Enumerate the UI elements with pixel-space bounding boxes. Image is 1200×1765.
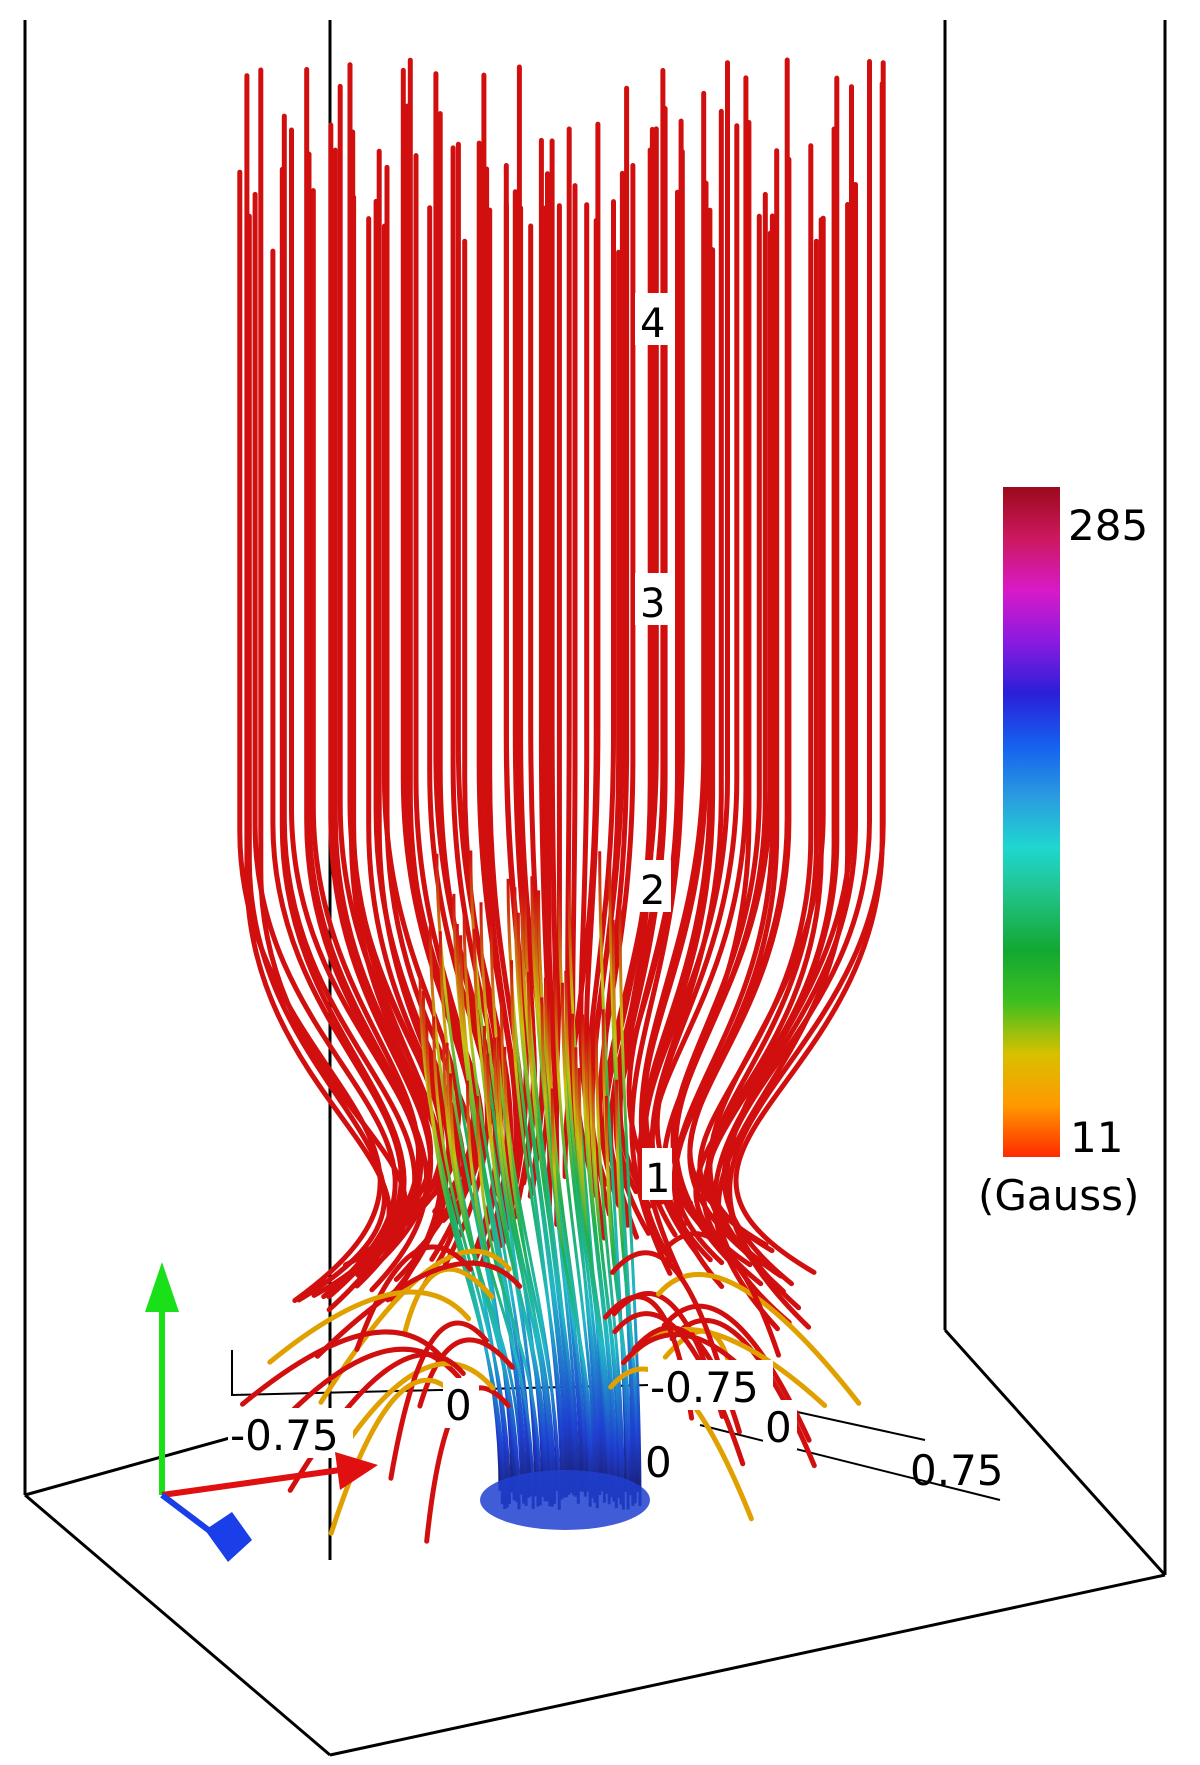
field-line-core xyxy=(493,1037,554,1507)
field-line-core xyxy=(476,1096,542,1506)
field-line-core xyxy=(577,1067,613,1498)
flux-tube-footpoint xyxy=(480,1470,650,1530)
field-line-loop xyxy=(354,1244,473,1352)
tick-right-axis-zero: 0 xyxy=(645,1438,672,1487)
field-line-loop xyxy=(402,1266,495,1336)
field-line-core xyxy=(611,919,637,1504)
height-label-4: 4 xyxy=(640,301,665,347)
colorbar-scale xyxy=(1003,487,1060,1157)
field-line-outer xyxy=(673,148,780,1266)
height-labels: 4 3 2 1 xyxy=(635,293,672,1202)
field-line-core xyxy=(455,923,528,1506)
tick-box-right-1 xyxy=(643,1435,677,1485)
field-line-loop xyxy=(657,1231,781,1358)
field-line-outer xyxy=(733,81,885,1275)
field-line-outer xyxy=(407,57,477,1237)
field-line-loop xyxy=(240,1329,446,1407)
field-line-core xyxy=(557,886,599,1509)
field-line-loop xyxy=(388,1320,489,1481)
field-line-core xyxy=(496,1036,557,1504)
field-line-outer xyxy=(693,217,824,1268)
tick-box-left-1 xyxy=(228,1408,353,1458)
height-label-box-2 xyxy=(635,860,671,912)
field-line-core xyxy=(550,1088,594,1499)
axis-tick-labels: -0.75 0 -0.75 0 0 0.75 xyxy=(228,1360,1004,1495)
tick-box-back-1 xyxy=(648,1360,773,1410)
field-line-core xyxy=(554,975,597,1503)
orientation-triad xyxy=(145,1262,378,1562)
domain-box xyxy=(23,20,1167,1757)
box-edge-bottom-right xyxy=(329,1573,1166,1757)
field-line-outer xyxy=(310,188,421,1280)
field-line-outer xyxy=(586,199,616,1181)
field-line-core xyxy=(503,1046,561,1510)
field-line-core xyxy=(466,1080,535,1510)
field-line-outer xyxy=(500,163,529,1247)
axis-line-front xyxy=(699,1424,1001,1501)
x-axis-arrow-icon xyxy=(161,1452,378,1498)
field-line-core xyxy=(527,972,578,1497)
field-line-outer xyxy=(270,248,404,1300)
field-line-core xyxy=(618,903,642,1507)
field-line-outer xyxy=(707,215,826,1294)
box-edge-bottom-left xyxy=(943,1328,1167,1577)
field-line-core xyxy=(438,931,516,1501)
field-line-loop xyxy=(340,1361,496,1452)
field-line-outer xyxy=(304,67,430,1293)
field-line-loop xyxy=(610,1250,727,1385)
colorbar-max-label: 285 xyxy=(1068,501,1148,550)
y-axis-arrow-icon xyxy=(145,1262,179,1495)
field-line-core xyxy=(564,970,604,1492)
height-label-box-4 xyxy=(635,293,671,345)
height-label-box-1 xyxy=(642,1148,672,1200)
box-edge-bottom-front xyxy=(24,1493,331,1757)
field-line-core xyxy=(459,935,530,1498)
field-line-outer xyxy=(350,129,452,1231)
height-label-box-3 xyxy=(635,573,671,625)
field-line-core xyxy=(510,960,566,1498)
tick-back-axis-zero: 0 xyxy=(765,1403,792,1452)
field-line-core xyxy=(560,982,602,1496)
magnetic-field-lines xyxy=(237,57,886,1544)
field-line-core xyxy=(584,1037,618,1509)
field-line-core xyxy=(594,1026,625,1510)
field-line-outer xyxy=(727,60,886,1311)
field-line-outer xyxy=(671,213,775,1289)
field-line-loop xyxy=(318,1248,512,1405)
tick-right-axis-max: 0.75 xyxy=(910,1446,1004,1495)
height-label-2: 2 xyxy=(640,868,665,914)
field-line-outer xyxy=(629,118,684,1276)
tick-left-axis-zero: 0 xyxy=(445,1381,472,1430)
field-line-loop xyxy=(314,1260,523,1359)
field-line-core xyxy=(591,1068,623,1505)
field-line-outer xyxy=(246,213,387,1303)
field-line-core xyxy=(567,881,606,1503)
field-line-core xyxy=(516,912,571,1495)
field-line-core xyxy=(547,1000,592,1507)
z-axis-arrow-icon xyxy=(160,1492,252,1562)
tick-back-axis-minus: -0.75 xyxy=(650,1363,759,1412)
field-line-loop xyxy=(267,1289,472,1365)
tick-box-back-2 xyxy=(763,1400,797,1450)
field-line-core xyxy=(615,1079,640,1492)
height-label-1: 1 xyxy=(645,1156,670,1202)
field-line-outer xyxy=(332,147,434,1255)
colorbar-min-label: 11 xyxy=(1070,1113,1123,1162)
tick-box-left-2 xyxy=(443,1378,479,1428)
height-label-3: 3 xyxy=(640,581,665,627)
field-line-outer xyxy=(673,230,773,1262)
colorbar-unit-label: (Gauss) xyxy=(978,1171,1139,1220)
field-line-loop xyxy=(417,1337,515,1409)
tick-left-axis-minus: -0.75 xyxy=(230,1411,339,1460)
field-line-loop xyxy=(328,1377,461,1536)
field-line-core xyxy=(574,1047,611,1505)
axis-line-left xyxy=(231,1350,651,1397)
colorbar: 285 11 (Gauss) xyxy=(978,487,1148,1220)
field-line-loop xyxy=(656,1271,862,1406)
